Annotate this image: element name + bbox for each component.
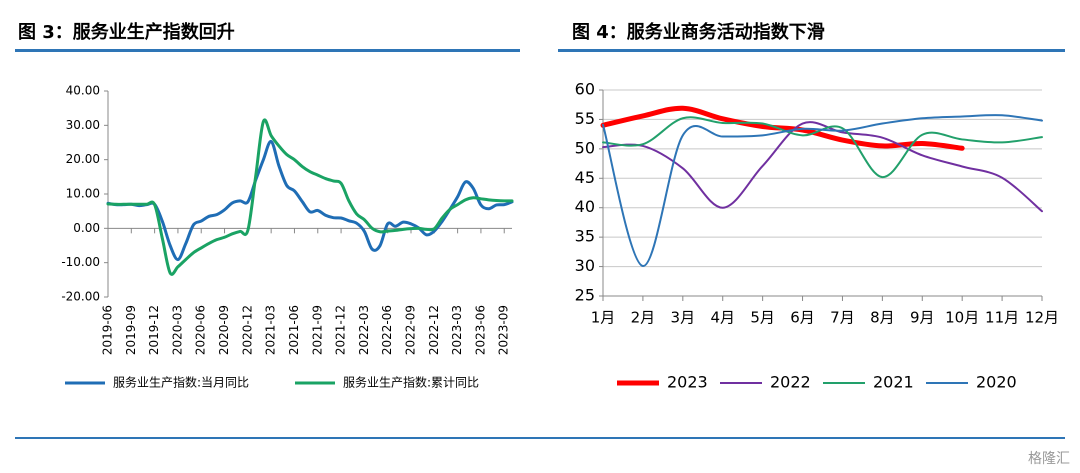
y-tick-label: 35 [575,227,595,246]
y-tick-label: 0.00 [73,221,100,235]
line-series [600,105,965,151]
x-tick-label: 6月 [790,309,815,327]
x-tick-label: 10月 [945,309,979,327]
x-tick-label: 2020-12 [240,305,254,355]
x-tick-label: 11月 [985,309,1019,327]
chart-title: 图 3：服务业生产指数回升 [18,21,235,43]
x-tick-label: 2019-09 [124,305,138,355]
y-tick-label: 45 [575,168,595,187]
y-tick-label: 55 [575,109,595,128]
x-tick-label: 9月 [910,309,935,327]
x-tick-label: 2021-06 [287,305,301,355]
y-tick-label: 30 [575,256,595,275]
title-rule [15,49,520,52]
line-series [106,118,514,276]
x-tick-label: 2022-06 [380,305,394,355]
y-tick-label: 30.00 [66,118,100,132]
y-tick-label: 25 [575,286,595,305]
watermark: 格隆汇 [1028,451,1070,467]
legend-label: 2021 [873,373,914,392]
x-tick-label: 12月 [1025,309,1059,327]
line-series [602,114,1043,267]
x-tick-label: 8月 [870,309,895,327]
y-tick-label: 20.00 [66,152,100,166]
y-tick-label: 40 [575,197,595,216]
x-tick-label: 2019-06 [101,305,115,355]
legend-label: 服务业生产指数:当月同比 [113,375,249,390]
x-tick-label: 2019-12 [147,305,161,355]
y-tick-label: 50 [575,138,595,157]
x-tick-label: 2020-06 [194,305,208,355]
x-tick-label: 2022-09 [404,305,418,355]
x-tick-label: 2022-03 [357,305,371,355]
y-tick-label: -10.00 [61,255,100,269]
x-tick-label: 2021-12 [334,305,348,355]
legend-label: 2022 [770,373,811,392]
y-tick-label: 40.00 [66,84,100,98]
x-tick-label: 1月 [591,309,616,327]
x-tick-label: 4月 [710,309,735,327]
y-tick-label: 60 [575,80,595,99]
x-tick-label: 2023-03 [450,305,464,355]
x-tick-label: 2021-09 [310,305,324,355]
y-tick-label: -20.00 [61,290,100,304]
legend-label: 服务业生产指数:累计同比 [343,375,479,390]
x-tick-label: 2022-12 [427,305,441,355]
x-tick-label: 2月 [631,309,656,327]
x-tick-label: 2020-09 [217,305,231,355]
x-tick-label: 2023-09 [497,305,511,355]
x-tick-label: 7月 [830,309,855,327]
bottom-rule [15,437,1065,439]
line-series [106,139,514,262]
legend-label: 2023 [667,373,708,392]
title-rule [558,49,1065,52]
x-tick-label: 3月 [671,309,696,327]
legend-label: 2020 [976,373,1017,392]
chart-title: 图 4：服务业商务活动指数下滑 [572,21,825,43]
line-series [602,121,1043,213]
x-tick-label: 2020-03 [170,305,184,355]
y-tick-label: 10.00 [66,187,100,201]
x-tick-label: 2021-03 [264,305,278,355]
x-tick-label: 2023-06 [473,305,487,355]
x-tick-label: 5月 [750,309,775,327]
line-series [602,116,1043,179]
